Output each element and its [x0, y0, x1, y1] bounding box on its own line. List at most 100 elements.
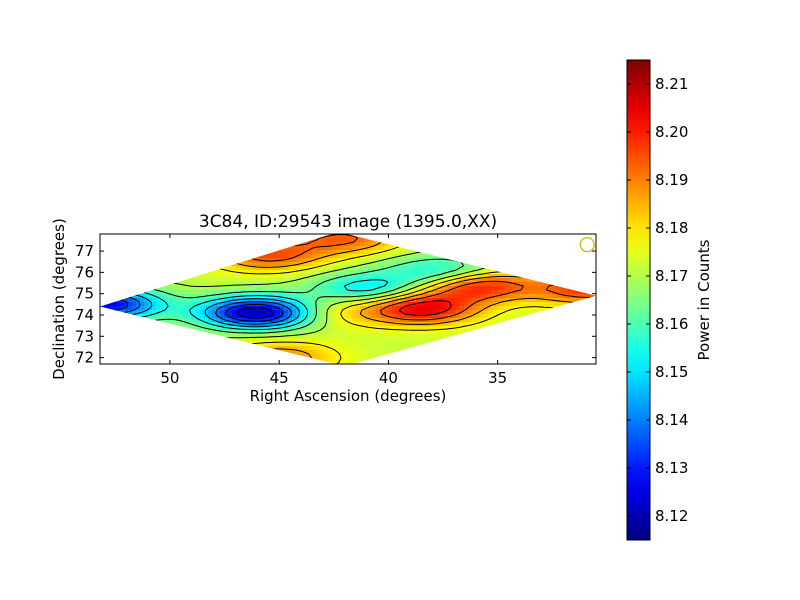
heatmap-cell: [344, 310, 349, 315]
heatmap-cell: [328, 330, 333, 335]
heatmap-cell: [372, 330, 377, 335]
heatmap-cell: [480, 310, 485, 315]
heatmap-cell: [420, 254, 425, 259]
heatmap-cell: [536, 286, 541, 291]
heatmap-cell: [148, 250, 153, 255]
heatmap-cell: [392, 290, 397, 295]
heatmap-cell: [176, 290, 181, 295]
heatmap-cell: [524, 354, 529, 359]
heatmap-cell: [388, 326, 393, 331]
heatmap-cell: [508, 334, 513, 339]
heatmap-cell: [348, 258, 353, 263]
heatmap-cell: [560, 346, 565, 351]
heatmap-cell: [256, 274, 261, 279]
heatmap-cell: [536, 342, 541, 347]
heatmap-cell: [176, 338, 181, 343]
heatmap-cell: [260, 246, 265, 251]
heatmap-cell: [332, 258, 337, 263]
heatmap-cell: [588, 342, 593, 347]
heatmap-cell: [104, 286, 109, 291]
heatmap-cell: [456, 354, 461, 359]
heatmap-cell: [496, 254, 501, 259]
heatmap-cell: [428, 330, 433, 335]
heatmap-cell: [564, 310, 569, 315]
heatmap-cell: [516, 302, 521, 307]
heatmap-cell: [556, 354, 561, 359]
heatmap-cell: [188, 334, 193, 339]
heatmap-cell: [312, 250, 317, 255]
heatmap-cell: [588, 354, 593, 359]
heatmap-cell: [508, 254, 513, 259]
heatmap-cell: [140, 342, 145, 347]
heatmap-cell: [252, 254, 257, 259]
heatmap-cell: [388, 262, 393, 267]
heatmap-cell: [292, 238, 297, 243]
heatmap-cell: [268, 350, 273, 355]
heatmap-cell: [120, 322, 125, 327]
heatmap-cell: [372, 334, 377, 339]
heatmap-cell: [196, 346, 201, 351]
heatmap-cell: [188, 358, 193, 363]
heatmap-cell: [124, 318, 129, 323]
heatmap-cell: [188, 238, 193, 243]
heatmap-cell: [420, 358, 425, 363]
heatmap-cell: [476, 330, 481, 335]
heatmap-cell: [424, 338, 429, 343]
heatmap-cell: [268, 258, 273, 263]
heatmap-cell: [108, 290, 113, 295]
heatmap-cell: [188, 262, 193, 267]
heatmap-cell: [204, 242, 209, 247]
heatmap-cell: [400, 238, 405, 243]
heatmap-cell: [512, 238, 517, 243]
heatmap-cell: [332, 314, 337, 319]
heatmap-cell: [476, 234, 481, 239]
heatmap-cell: [412, 334, 417, 339]
heatmap-cell: [484, 278, 489, 283]
heatmap-cell: [532, 310, 537, 315]
heatmap-cell: [132, 334, 137, 339]
heatmap-cell: [372, 242, 377, 247]
heatmap-cell: [204, 346, 209, 351]
heatmap-cell: [188, 302, 193, 307]
heatmap-cell: [400, 346, 405, 351]
heatmap-cell: [208, 326, 213, 331]
heatmap-cell: [156, 354, 161, 359]
heatmap-cell: [424, 242, 429, 247]
heatmap-cell: [296, 278, 301, 283]
heatmap-cell: [296, 342, 301, 347]
heatmap-cell: [528, 242, 533, 247]
heatmap-cell: [520, 242, 525, 247]
heatmap-cell: [540, 330, 545, 335]
heatmap-cell: [416, 290, 421, 295]
heatmap-cell: [360, 326, 365, 331]
heatmap-cell: [344, 326, 349, 331]
heatmap-cell: [536, 330, 541, 335]
heatmap-cell: [224, 286, 229, 291]
heatmap-cell: [480, 274, 485, 279]
heatmap-cell: [424, 266, 429, 271]
heatmap-cell: [468, 266, 473, 271]
heatmap-cell: [572, 250, 577, 255]
heatmap-cell: [408, 358, 413, 363]
colorbar-tick-label: 8.21: [655, 75, 688, 93]
heatmap-cell: [500, 330, 505, 335]
heatmap-cell: [284, 330, 289, 335]
heatmap-cell: [124, 350, 129, 355]
heatmap-cell: [152, 254, 157, 259]
heatmap-cell: [296, 318, 301, 323]
heatmap-cell: [540, 270, 545, 275]
heatmap-cell: [220, 346, 225, 351]
heatmap-cell: [548, 254, 553, 259]
heatmap-cell: [188, 294, 193, 299]
heatmap-cell: [316, 258, 321, 263]
heatmap-cell: [364, 326, 369, 331]
heatmap-cell: [440, 342, 445, 347]
heatmap-cell: [308, 290, 313, 295]
heatmap-cell: [164, 238, 169, 243]
heatmap-cell: [100, 254, 105, 259]
heatmap-cell: [488, 258, 493, 263]
heatmap-cell: [360, 306, 365, 311]
heatmap-cell: [564, 282, 569, 287]
heatmap-cell: [208, 294, 213, 299]
heatmap-cell: [100, 294, 105, 299]
